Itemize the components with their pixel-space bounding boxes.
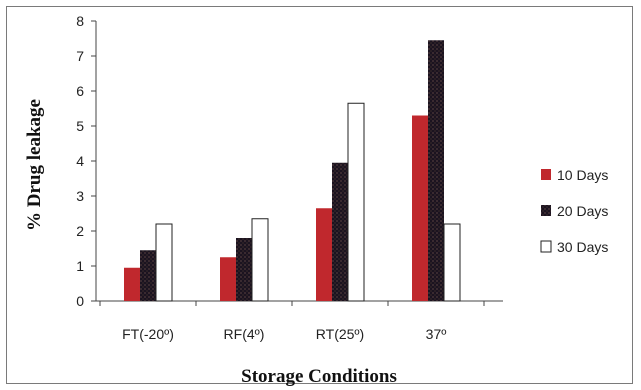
bar-20-days <box>140 250 156 301</box>
y-tick-label: 2 <box>76 223 84 239</box>
plot-area: 0 1 2 3 4 5 6 7 8 FT(-20º) RF(4º) RT(25º) 37º <box>76 13 503 342</box>
legend-label: 10 Days <box>557 167 608 183</box>
bar-10-days <box>220 257 236 301</box>
y-tick-label: 8 <box>76 13 84 29</box>
bar-10-days <box>412 115 428 301</box>
bar-30-days <box>155 223 173 302</box>
x-category-label: FT(-20º) <box>122 326 174 342</box>
bar-10-days <box>124 267 140 301</box>
x-category-label: RF(4º) <box>224 326 265 342</box>
y-axis-title: % Drug leakage <box>24 99 45 231</box>
bar-10-days <box>316 208 332 301</box>
chart-frame <box>6 6 633 384</box>
bar-30-days <box>251 218 269 302</box>
legend-label: 20 Days <box>557 203 608 219</box>
legend-swatch <box>541 205 551 216</box>
y-tick-label: 0 <box>76 293 84 309</box>
legend-swatch <box>540 240 552 253</box>
x-axis-title: Storage Conditions <box>241 366 397 387</box>
legend-label: 30 Days <box>557 239 608 255</box>
y-tick-label: 6 <box>76 83 84 99</box>
y-tick-label: 3 <box>76 188 84 204</box>
x-category-label: RT(25º) <box>316 326 364 342</box>
bar-30-days <box>347 102 365 302</box>
bar-30-days <box>443 223 461 302</box>
legend-swatch <box>541 169 551 180</box>
legend: 10 Days 20 Days 30 Days <box>540 167 608 255</box>
bar-20-days <box>428 40 444 301</box>
bar-20-days <box>332 162 348 301</box>
y-tick-label: 5 <box>76 118 84 134</box>
bar-20-days <box>236 238 252 301</box>
y-tick-label: 7 <box>76 48 84 64</box>
y-tick-label: 4 <box>76 153 84 169</box>
y-tick-label: 1 <box>76 258 84 274</box>
x-category-label: 37º <box>426 326 447 342</box>
